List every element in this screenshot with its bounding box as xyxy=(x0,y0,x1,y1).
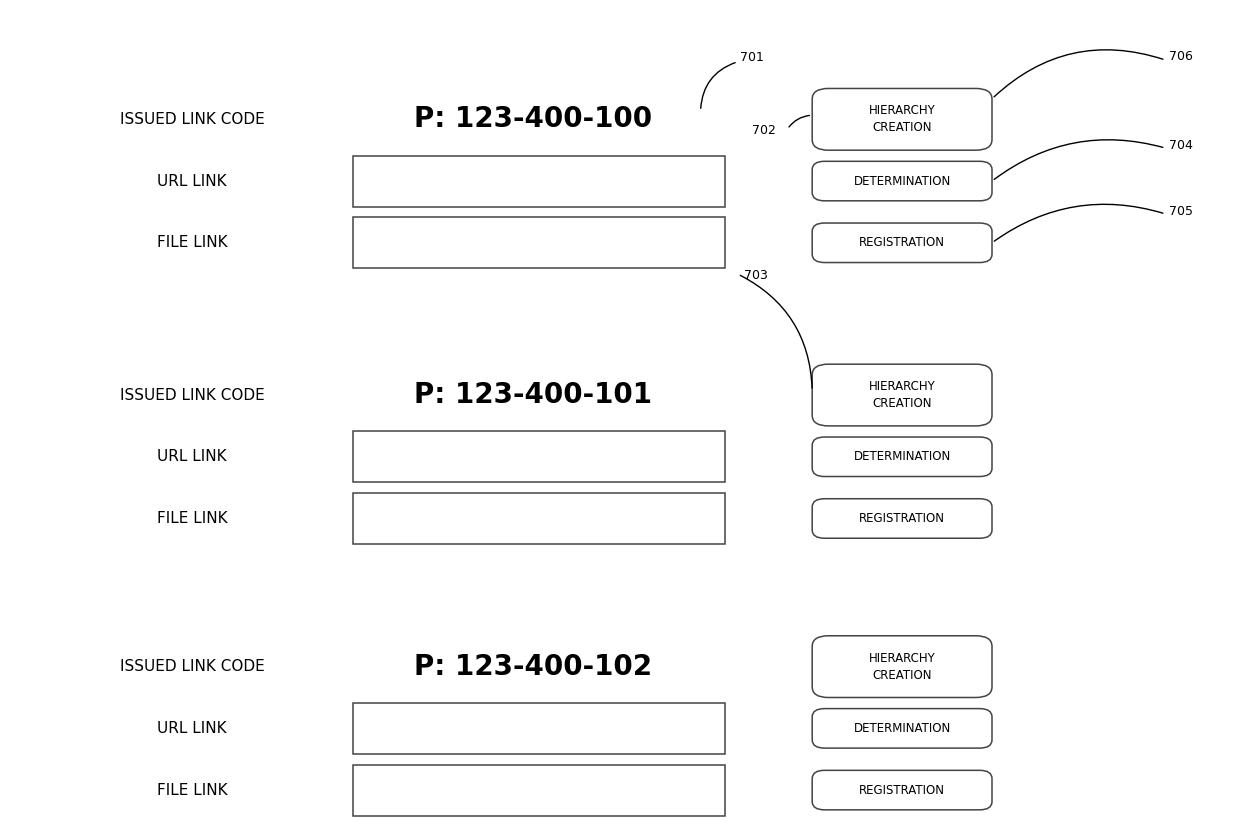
Text: P: 123-400-101: P: 123-400-101 xyxy=(414,381,652,409)
FancyBboxPatch shape xyxy=(812,365,992,426)
Text: 702: 702 xyxy=(753,123,776,137)
Text: FILE LINK: FILE LINK xyxy=(157,235,227,250)
Text: REGISTRATION: REGISTRATION xyxy=(859,783,945,797)
Bar xyxy=(353,431,725,482)
Bar xyxy=(353,217,725,268)
Text: FILE LINK: FILE LINK xyxy=(157,783,227,797)
Text: 703: 703 xyxy=(744,269,768,282)
Text: HIERARCHY
CREATION: HIERARCHY CREATION xyxy=(869,380,935,410)
Text: 704: 704 xyxy=(1169,139,1193,152)
Text: URL LINK: URL LINK xyxy=(157,721,227,736)
Text: HIERARCHY
CREATION: HIERARCHY CREATION xyxy=(869,105,935,134)
FancyBboxPatch shape xyxy=(812,709,992,748)
FancyBboxPatch shape xyxy=(812,89,992,151)
Text: DETERMINATION: DETERMINATION xyxy=(853,722,951,735)
Text: P: 123-400-100: P: 123-400-100 xyxy=(414,105,652,133)
Text: 701: 701 xyxy=(740,51,764,64)
FancyBboxPatch shape xyxy=(812,499,992,538)
FancyBboxPatch shape xyxy=(812,770,992,810)
Text: ISSUED LINK CODE: ISSUED LINK CODE xyxy=(120,659,264,674)
FancyBboxPatch shape xyxy=(812,223,992,263)
Text: HIERARCHY
CREATION: HIERARCHY CREATION xyxy=(869,652,935,681)
Text: 705: 705 xyxy=(1169,205,1193,218)
Text: URL LINK: URL LINK xyxy=(157,449,227,464)
FancyBboxPatch shape xyxy=(812,437,992,477)
Text: URL LINK: URL LINK xyxy=(157,174,227,188)
Bar xyxy=(353,493,725,544)
Text: ISSUED LINK CODE: ISSUED LINK CODE xyxy=(120,388,264,402)
FancyBboxPatch shape xyxy=(812,636,992,698)
Bar xyxy=(353,156,725,207)
Text: P: 123-400-102: P: 123-400-102 xyxy=(414,653,652,681)
Bar xyxy=(353,765,725,816)
Text: DETERMINATION: DETERMINATION xyxy=(853,450,951,463)
Text: REGISTRATION: REGISTRATION xyxy=(859,512,945,525)
Text: REGISTRATION: REGISTRATION xyxy=(859,236,945,249)
Bar xyxy=(353,703,725,754)
FancyBboxPatch shape xyxy=(812,161,992,201)
Text: FILE LINK: FILE LINK xyxy=(157,511,227,526)
Text: ISSUED LINK CODE: ISSUED LINK CODE xyxy=(120,112,264,127)
Text: DETERMINATION: DETERMINATION xyxy=(853,174,951,188)
Text: 706: 706 xyxy=(1169,50,1193,63)
